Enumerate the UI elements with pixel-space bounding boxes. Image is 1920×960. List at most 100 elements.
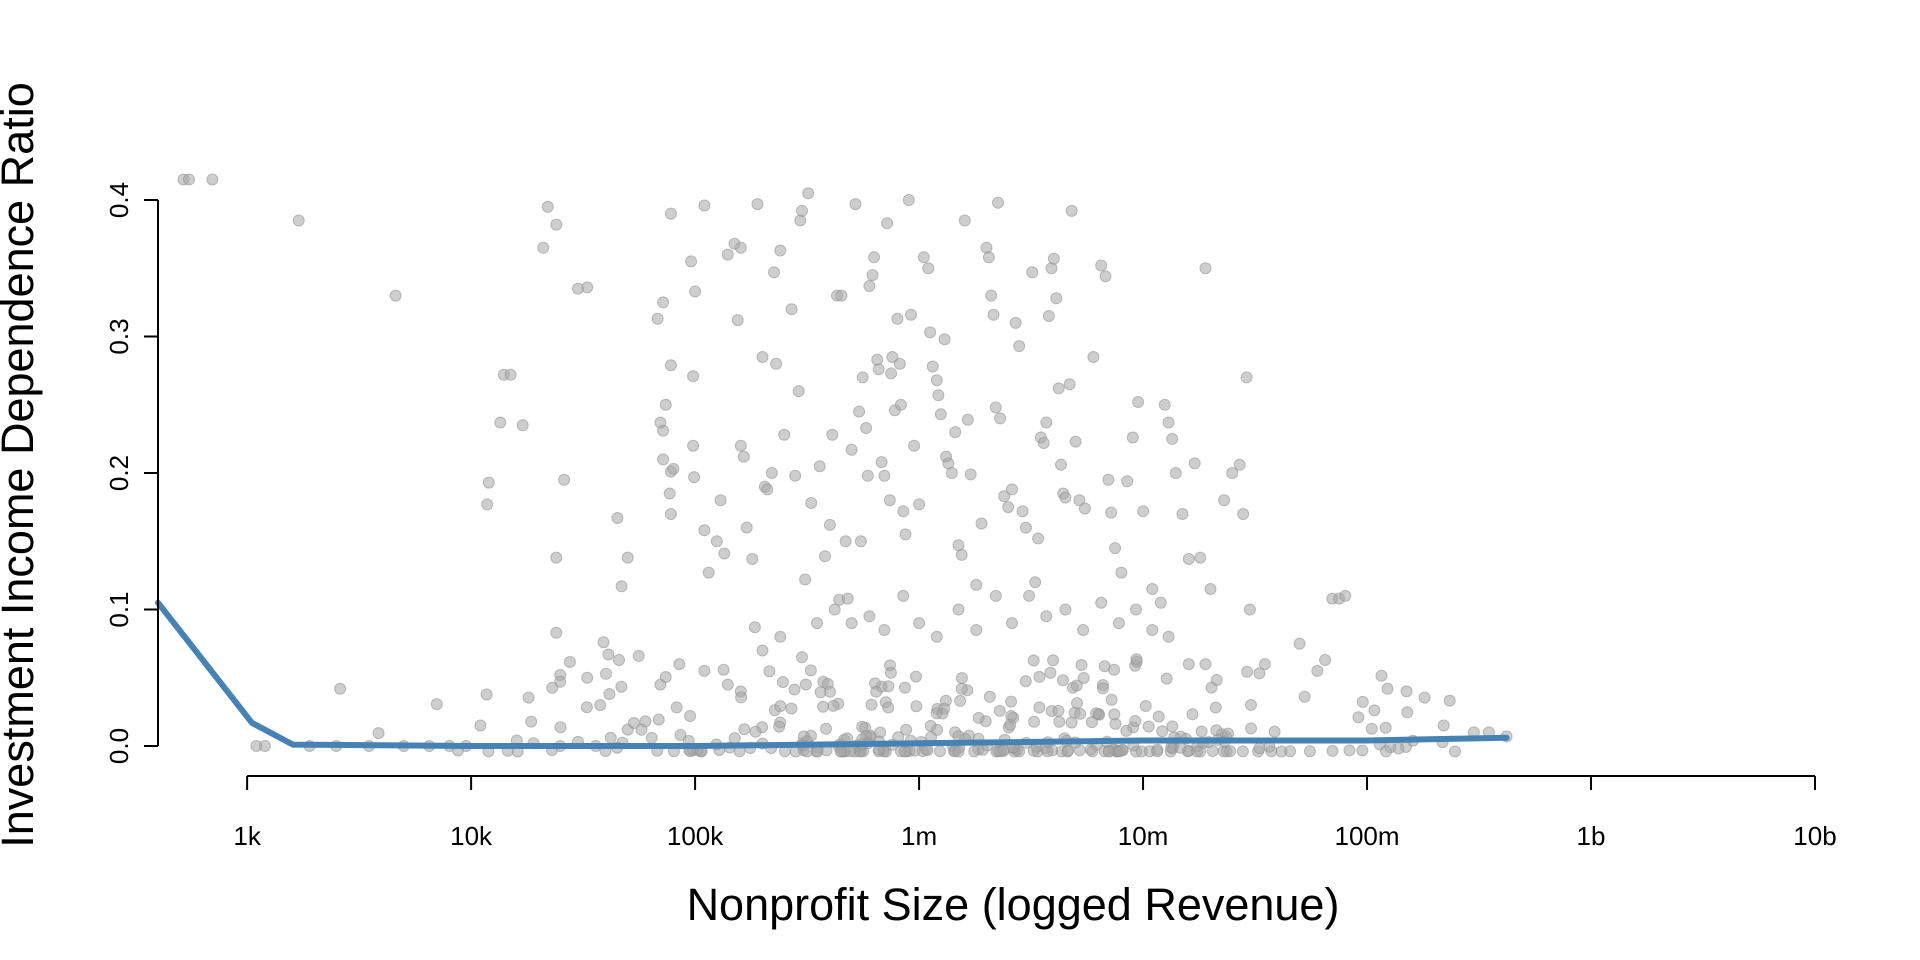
data-point-85	[839, 535, 852, 548]
data-point-16	[558, 473, 571, 486]
data-point-dense-302	[870, 685, 883, 698]
data-point-dense-217	[627, 717, 640, 729]
data-point-204	[1437, 719, 1450, 732]
data-point-107	[893, 357, 906, 370]
data-point-66	[768, 266, 780, 279]
data-point-dense-291	[1047, 654, 1060, 667]
data-point-257	[1199, 658, 1212, 671]
data-point-235	[811, 617, 823, 630]
data-point-dense-114	[1074, 707, 1087, 720]
data-point-166	[1078, 502, 1091, 515]
data-point-55	[731, 314, 744, 327]
data-point-dense-157	[372, 727, 385, 740]
data-point-125	[945, 467, 958, 479]
data-point-94	[863, 280, 876, 292]
data-point-dense-236	[882, 701, 895, 714]
data-point-72	[792, 385, 805, 398]
data-point-101	[881, 217, 894, 230]
data-point-dense-60	[480, 688, 493, 701]
data-point-dense-21	[1298, 690, 1311, 703]
data-point-183	[1169, 467, 1182, 479]
data-point-6	[537, 241, 550, 254]
data-point-186	[1188, 457, 1201, 470]
data-point-dense-120	[1418, 691, 1431, 704]
data-point-dense-106	[1027, 744, 1040, 757]
data-point-248	[1040, 610, 1053, 623]
data-point-238	[863, 610, 876, 623]
data-point-129	[958, 214, 971, 227]
ticks-layer: 1k 10k 100k 1m 10m 100m 1b 10b 0.0 0.1 0.2 0.3 0.4	[104, 182, 1837, 851]
data-point-113	[908, 439, 921, 452]
data-point-dense-198	[1004, 718, 1017, 731]
data-point-139	[992, 196, 1004, 209]
data-point-150	[1032, 532, 1045, 545]
data-point-197	[1293, 637, 1306, 650]
data-point-159	[1055, 458, 1067, 471]
data-point-156	[1047, 252, 1060, 265]
data-point-175	[1126, 431, 1139, 444]
data-point-dense-205	[955, 672, 968, 685]
data-point-242	[930, 630, 943, 643]
data-point-dense-322	[954, 694, 967, 707]
data-point-188	[1199, 262, 1212, 275]
data-point-145	[1013, 340, 1026, 353]
data-point-dense-121	[1033, 670, 1046, 683]
data-point-109	[897, 505, 910, 518]
data-point-237	[845, 617, 858, 630]
data-point-254	[1146, 624, 1159, 636]
data-point-dense-110	[594, 699, 607, 712]
data-point-dense-166	[1151, 745, 1164, 758]
data-point-141	[998, 490, 1011, 503]
data-point-89	[853, 405, 866, 418]
data-point-dense-125	[1368, 704, 1381, 717]
data-point-24	[597, 636, 610, 649]
data-point-54	[734, 241, 747, 254]
data-point-112	[905, 308, 917, 321]
data-point-104	[886, 351, 899, 363]
data-point-130	[961, 413, 974, 426]
x-axis-title: Nonprofit Size (logged Revenue)	[687, 879, 1340, 930]
data-point-157	[1050, 292, 1063, 305]
data-point-dense-282	[1120, 724, 1133, 737]
data-point-45	[688, 471, 701, 484]
data-point-102	[883, 494, 896, 507]
data-point-dense-228	[1224, 745, 1237, 758]
data-point-93	[861, 469, 874, 482]
data-point-56	[734, 439, 747, 452]
data-point-23	[602, 648, 615, 661]
data-point-255	[1162, 630, 1175, 643]
data-point-65	[765, 467, 778, 479]
data-point-dense-266	[1166, 720, 1179, 733]
data-point-dense-252	[1443, 694, 1456, 707]
y-tick-label-3: 0.3	[104, 318, 134, 354]
data-point-253	[1130, 603, 1142, 616]
data-point-dense-118	[749, 725, 762, 738]
data-point-158	[1052, 382, 1065, 395]
data-point-dense-97	[1105, 693, 1118, 706]
data-point-62	[756, 351, 769, 363]
data-point-67	[770, 357, 783, 370]
data-point-128	[955, 548, 968, 561]
data-point-42	[689, 285, 702, 298]
data-point-dense-283	[1381, 682, 1394, 695]
data-point-60	[748, 621, 761, 634]
data-point-43	[687, 370, 700, 383]
data-point-dense-261	[955, 682, 968, 695]
data-point-39	[664, 207, 677, 220]
data-point-152	[1037, 437, 1050, 449]
data-point-149	[1029, 576, 1042, 589]
data-point-99	[875, 456, 888, 469]
x-tick-label-2: 100k	[667, 821, 724, 851]
data-point-182	[1166, 432, 1179, 445]
data-point-29	[651, 312, 664, 325]
data-point-142	[1002, 501, 1015, 514]
data-point-18	[550, 626, 563, 639]
data-point-48	[698, 524, 711, 537]
data-point-110	[899, 528, 912, 541]
data-point-dense-306	[1062, 744, 1075, 757]
points-layer	[177, 173, 1513, 758]
data-point-177	[1137, 505, 1150, 518]
data-point-dense-315	[1102, 745, 1115, 758]
data-point-dense-61	[1160, 672, 1173, 685]
